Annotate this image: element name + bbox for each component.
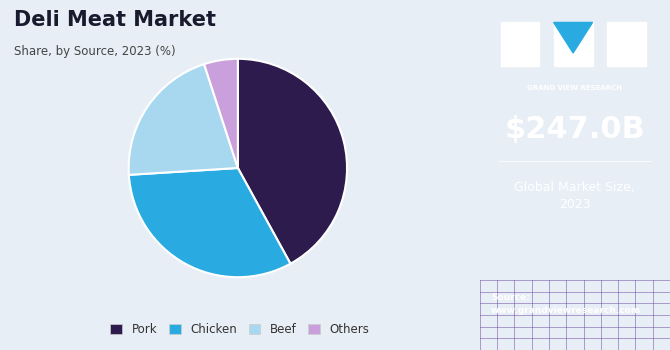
Wedge shape: [129, 168, 291, 277]
Text: Deli Meat Market: Deli Meat Market: [14, 10, 216, 30]
Polygon shape: [553, 22, 592, 53]
Legend: Pork, Chicken, Beef, Others: Pork, Chicken, Beef, Others: [105, 318, 375, 341]
Text: $247.0B: $247.0B: [505, 115, 645, 144]
Text: Global Market Size,
2023: Global Market Size, 2023: [515, 181, 635, 211]
Bar: [607, 22, 646, 66]
Wedge shape: [238, 59, 347, 264]
Bar: [500, 22, 539, 66]
Text: Share, by Source, 2023 (%): Share, by Source, 2023 (%): [14, 46, 176, 58]
Wedge shape: [129, 64, 238, 175]
Wedge shape: [204, 59, 238, 168]
Text: GRAND VIEW RESEARCH: GRAND VIEW RESEARCH: [527, 85, 622, 91]
Text: Source:
www.grandviewresearch.com: Source: www.grandviewresearch.com: [491, 293, 641, 315]
Bar: [553, 22, 592, 66]
